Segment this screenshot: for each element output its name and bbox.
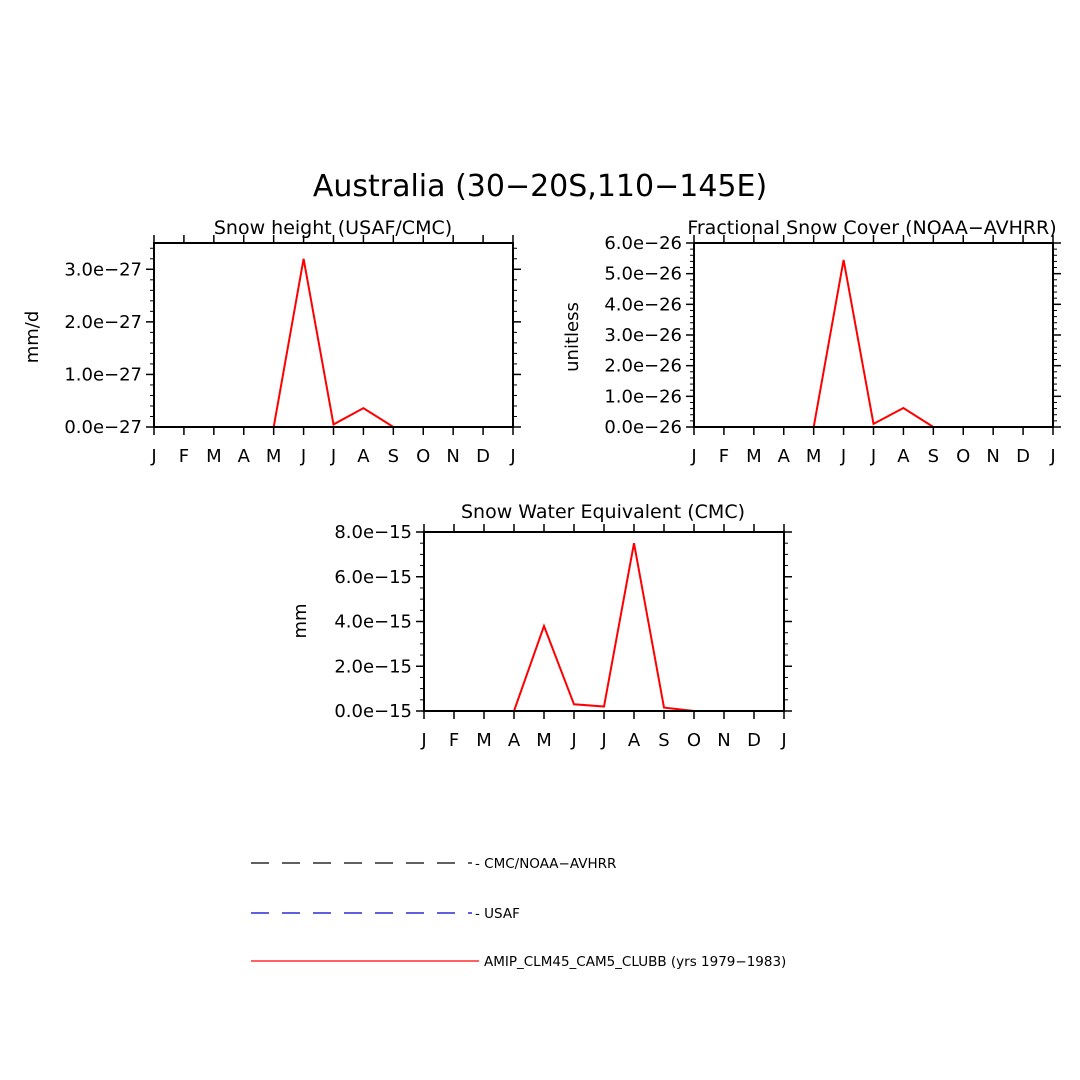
snow-cover-ytick-label: 2.0e−26 <box>604 356 682 377</box>
snow-cover-xtick-label: M <box>806 446 822 467</box>
swe-ylabel: mm <box>290 603 311 638</box>
snow-height-ytick-label: 3.0e−27 <box>64 259 142 280</box>
swe-xtick-label: N <box>717 730 730 751</box>
snow-cover-ytick-label: 4.0e−26 <box>604 294 682 315</box>
snow-cover-ylabel: unitless <box>562 302 583 372</box>
snow-height-title: Snow height (USAF/CMC) <box>214 217 452 239</box>
snow-cover-xtick-label: J <box>1049 446 1055 467</box>
swe-xtick-label: J <box>780 730 786 751</box>
snow-cover-xtick-label: F <box>719 446 729 467</box>
swe-xtick-label: F <box>449 730 459 751</box>
snow-cover-ytick-label: 6.0e−26 <box>604 233 682 254</box>
figure-title: Australia (30−20S,110−145E) <box>313 169 767 204</box>
snow-height-xtick-label: M <box>266 446 282 467</box>
snow-cover-xtick-label: A <box>778 446 791 467</box>
swe-xtick-label: S <box>658 730 669 751</box>
snow-cover-ytick-label: 5.0e−26 <box>604 264 682 285</box>
swe-xtick-label: M <box>536 730 552 751</box>
swe-xtick-label: J <box>570 730 576 751</box>
snow-cover-xtick-label: S <box>928 446 939 467</box>
swe-xtick-label: D <box>747 730 761 751</box>
snow-cover-model-line <box>694 259 1053 428</box>
legend-label-usaf: - USAF <box>475 906 520 922</box>
snow-cover-title: Fractional Snow Cover (NOAA−AVHRR) <box>687 217 1056 239</box>
legend-label-cmc: - CMC/NOAA−AVHRR <box>475 856 616 872</box>
snow-height-ytick-label: 0.0e−27 <box>64 417 142 438</box>
snow-height-xtick-label: D <box>476 446 490 467</box>
swe-ytick-label: 6.0e−15 <box>334 567 412 588</box>
snow-height-xtick-label: J <box>330 446 336 467</box>
snow-cover-xtick-label: J <box>870 446 876 467</box>
swe-title: Snow Water Equivalent (CMC) <box>461 501 745 523</box>
swe-xtick-label: A <box>628 730 641 751</box>
snow-height-ytick-label: 2.0e−27 <box>64 312 142 333</box>
swe-xtick-label: J <box>600 730 606 751</box>
swe-model-line <box>424 543 784 712</box>
swe-ytick-label: 8.0e−15 <box>334 522 412 543</box>
swe-xtick-label: A <box>508 730 521 751</box>
snow-height-xtick-label: A <box>238 446 251 467</box>
snow-height-frame <box>153 242 514 428</box>
snow-height-xtick-label: J <box>300 446 306 467</box>
snow-height-xtick-label: J <box>150 446 156 467</box>
swe-ytick-label: 0.0e−15 <box>334 701 412 722</box>
snow-cover-xtick-label: O <box>956 446 970 467</box>
snow-height-xtick-label: F <box>179 446 189 467</box>
legend-label-model: AMIP_CLM45_CAM5_CLUBB (yrs 1979−1983) <box>484 954 786 970</box>
swe-ytick-label: 4.0e−15 <box>334 612 412 633</box>
snow-cover-xtick-label: A <box>897 446 910 467</box>
swe-frame <box>423 531 785 712</box>
snow-height-xtick-label: S <box>388 446 399 467</box>
snow-cover-ytick-label: 1.0e−26 <box>604 386 682 407</box>
swe-ytick-label: 2.0e−15 <box>334 656 412 677</box>
legend: - CMC/NOAA−AVHRR - USAF AMIP_CLM45_CAM5_… <box>251 856 786 970</box>
snow-cover-xtick-label: J <box>690 446 696 467</box>
snow-height-xtick-label: J <box>509 446 515 467</box>
snow-cover-xtick-label: J <box>840 446 846 467</box>
snow-cover-panel: Fractional Snow Cover (NOAA−AVHRR) unitl… <box>562 217 1061 467</box>
snow-cover-frame <box>693 242 1054 428</box>
snow-height-ylabel: mm/d <box>22 311 43 364</box>
swe-xtick-label: O <box>687 730 701 751</box>
snow-height-xtick-label: N <box>446 446 459 467</box>
snow-cover-xtick-label: N <box>986 446 999 467</box>
snow-cover-xtick-label: D <box>1016 446 1030 467</box>
snow-height-xtick-label: M <box>206 446 222 467</box>
snow-cover-ytick-label: 3.0e−26 <box>604 325 682 346</box>
swe-xtick-label: M <box>476 730 492 751</box>
snow-height-xtick-label: O <box>416 446 430 467</box>
snow-height-model-line <box>154 258 513 428</box>
swe-xtick-label: J <box>420 730 426 751</box>
snow-cover-xtick-label: M <box>746 446 762 467</box>
snow-height-xtick-label: A <box>357 446 370 467</box>
snow-height-ytick-label: 1.0e−27 <box>64 364 142 385</box>
snow-cover-ytick-label: 0.0e−26 <box>604 417 682 438</box>
